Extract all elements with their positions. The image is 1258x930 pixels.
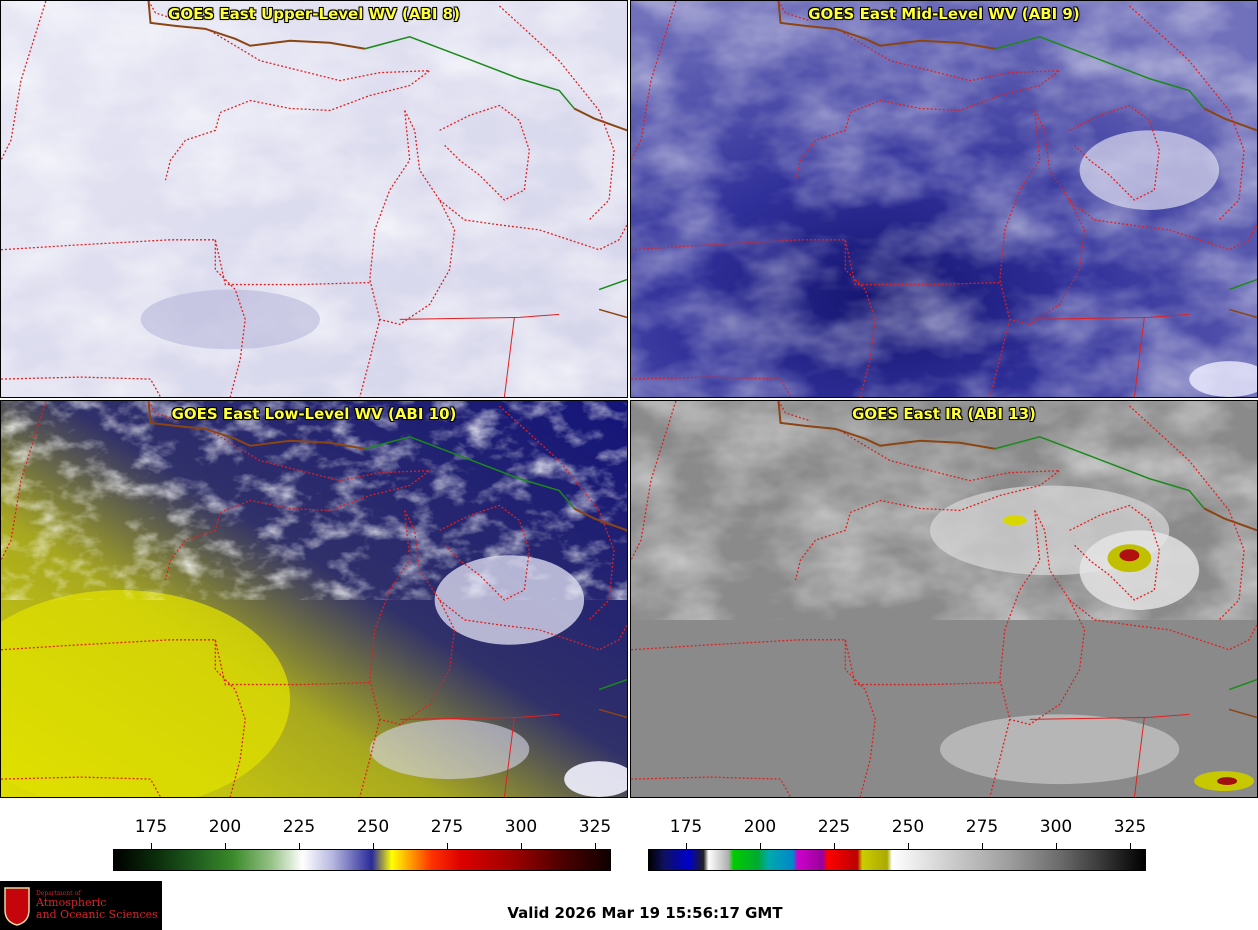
tick-label: 250 bbox=[356, 817, 390, 837]
satellite-image-low bbox=[1, 401, 627, 797]
panel-title: GOES East Mid-Level WV (ABI 9) bbox=[808, 5, 1080, 23]
colorbar-ir bbox=[648, 849, 1146, 871]
panel-title: GOES East IR (ABI 13) bbox=[852, 405, 1036, 423]
logo-line2: and Oceanic Sciences bbox=[36, 907, 158, 921]
tick-label: 175 bbox=[134, 817, 168, 837]
satellite-image-ir bbox=[631, 401, 1257, 797]
satellite-image-upper bbox=[1, 1, 627, 397]
tick-label: 225 bbox=[282, 817, 316, 837]
logo-text: Department of Atmospheric and Oceanic Sc… bbox=[36, 889, 158, 921]
panel-title: GOES East Low-Level WV (ABI 10) bbox=[171, 405, 457, 423]
satellite-image-mid bbox=[631, 1, 1257, 397]
tick-label: 325 bbox=[578, 817, 612, 837]
colorbar-wv-ticks: 175 200 225 250 275 300 325 bbox=[113, 817, 611, 849]
logo-dept: Department of bbox=[36, 889, 81, 897]
colorbar-ir-ticks: 175 200 225 250 275 300 325 bbox=[648, 817, 1146, 849]
panel-title: GOES East Upper-Level WV (ABI 8) bbox=[168, 5, 460, 23]
tick-label: 275 bbox=[430, 817, 464, 837]
uw-crest-icon bbox=[4, 886, 30, 926]
tick-label: 175 bbox=[669, 817, 703, 837]
valid-timestamp: Valid 2026 Mar 19 15:56:17 GMT bbox=[507, 904, 783, 922]
panel-low-level-wv: GOES East Low-Level WV (ABI 10) bbox=[0, 400, 628, 798]
tick-label: 225 bbox=[817, 817, 851, 837]
logo-line1: Atmospheric bbox=[36, 896, 107, 910]
tick-label: 250 bbox=[891, 817, 925, 837]
panel-upper-level-wv: GOES East Upper-Level WV (ABI 8) bbox=[0, 0, 628, 398]
panel-mid-level-wv: GOES East Mid-Level WV (ABI 9) bbox=[630, 0, 1258, 398]
tick-label: 300 bbox=[504, 817, 538, 837]
panel-ir: GOES East IR (ABI 13) bbox=[630, 400, 1258, 798]
tick-label: 200 bbox=[208, 817, 242, 837]
tick-label: 275 bbox=[965, 817, 999, 837]
tick-label: 200 bbox=[743, 817, 777, 837]
colorbar-wv bbox=[113, 849, 611, 871]
tick-label: 300 bbox=[1039, 817, 1073, 837]
tick-label: 325 bbox=[1113, 817, 1147, 837]
department-logo: Department of Atmospheric and Oceanic Sc… bbox=[0, 881, 162, 930]
